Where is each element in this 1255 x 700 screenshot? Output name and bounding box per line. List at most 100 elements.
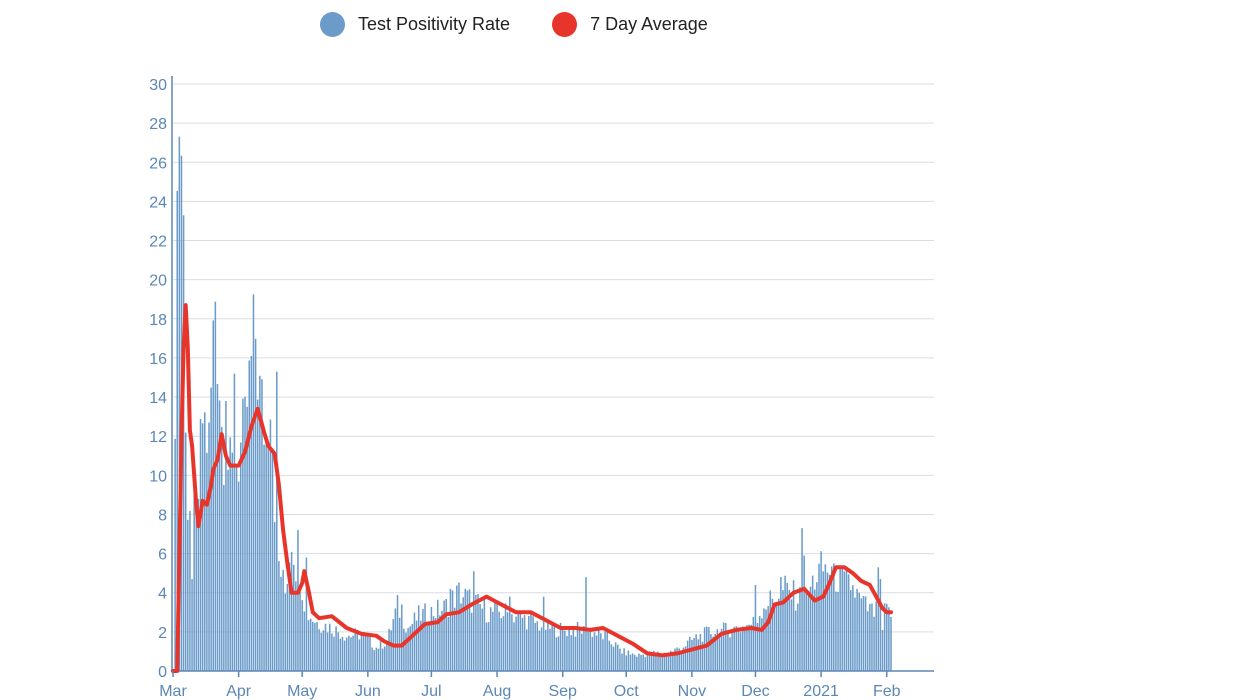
positivity-bar bbox=[324, 623, 327, 671]
positivity-bar bbox=[335, 626, 337, 671]
positivity-bar bbox=[386, 641, 388, 671]
positivity-bar bbox=[481, 608, 483, 671]
positivity-bar bbox=[689, 636, 691, 671]
positivity-bar bbox=[492, 611, 494, 671]
positivity-bar bbox=[280, 576, 282, 671]
positivity-bar bbox=[595, 635, 598, 671]
positivity-bar bbox=[568, 628, 570, 671]
positivity-bar bbox=[191, 579, 193, 671]
positivity-bar bbox=[254, 338, 257, 671]
positivity-bar bbox=[739, 632, 742, 671]
axes bbox=[171, 76, 934, 672]
positivity-bar bbox=[506, 612, 509, 671]
positivity-bar bbox=[612, 646, 615, 671]
positivity-bar bbox=[771, 598, 774, 671]
y-tick-label: 24 bbox=[149, 194, 167, 211]
positivity-bar bbox=[256, 399, 259, 671]
y-tick-label: 26 bbox=[149, 155, 167, 172]
positivity-bar bbox=[593, 632, 596, 671]
positivity-bar bbox=[439, 615, 441, 671]
positivity-bar bbox=[559, 622, 562, 671]
positivity-bar bbox=[354, 628, 356, 671]
positivity-bar bbox=[269, 419, 272, 671]
positivity-bar bbox=[216, 384, 219, 671]
positivity-bar bbox=[570, 635, 572, 671]
positivity-bar bbox=[803, 555, 805, 671]
positivity-bar bbox=[184, 432, 187, 671]
positivity-bar bbox=[246, 406, 248, 671]
positivity-bar bbox=[826, 572, 829, 671]
positivity-bar bbox=[758, 616, 761, 671]
positivity-bar bbox=[316, 621, 318, 671]
y-tick-label: 18 bbox=[149, 312, 167, 329]
positivity-bar bbox=[769, 590, 772, 671]
positivity-bar bbox=[833, 563, 835, 671]
positivity-bar bbox=[627, 650, 630, 671]
positivity-bar bbox=[705, 626, 708, 671]
positivity-bar bbox=[530, 614, 532, 671]
positivity-bar bbox=[835, 591, 837, 671]
y-tick-label: 22 bbox=[149, 234, 167, 251]
legend-item-test-positivity-rate[interactable]: Test Positivity Rate bbox=[320, 12, 510, 37]
legend-swatch-test-positivity-rate bbox=[320, 12, 345, 37]
positivity-bar bbox=[424, 603, 426, 671]
positivity-bar bbox=[235, 467, 238, 671]
positivity-bar bbox=[837, 592, 839, 671]
positivity-bar bbox=[756, 622, 759, 671]
legend-item-7-day-average[interactable]: 7 Day Average bbox=[552, 12, 708, 37]
positivity-bar bbox=[852, 585, 854, 671]
positivity-bar bbox=[447, 616, 450, 671]
positivity-bar bbox=[839, 567, 841, 671]
x-axis-tick-labels: Mar Apr May Jun Jul Aug Sep Oct Nov Dec 2021 Feb bbox=[159, 671, 901, 700]
positivity-bar bbox=[339, 638, 342, 671]
positivity-bar bbox=[538, 630, 541, 671]
positivity-bar bbox=[566, 635, 568, 671]
positivity-bar bbox=[773, 603, 776, 671]
positivity-bar bbox=[182, 215, 185, 671]
positivity-bar bbox=[284, 593, 287, 671]
positivity-bar bbox=[744, 630, 746, 671]
positivity-bar bbox=[701, 641, 704, 671]
positivity-bar bbox=[432, 616, 435, 671]
positivity-bar bbox=[441, 610, 443, 671]
positivity-bar bbox=[640, 654, 642, 671]
positivity-bar bbox=[525, 629, 528, 671]
positivity-bar bbox=[551, 625, 553, 671]
positivity-bar bbox=[875, 601, 877, 671]
positivity-bar bbox=[646, 653, 649, 671]
positivity-bar bbox=[362, 632, 365, 671]
positivity-bar bbox=[767, 606, 769, 671]
positivity-bar bbox=[250, 355, 253, 671]
positivity-bar bbox=[214, 301, 217, 671]
positivity-bar bbox=[333, 636, 335, 671]
positivity-bar bbox=[585, 577, 587, 671]
positivity-bar bbox=[777, 598, 780, 671]
positivity-bar bbox=[195, 516, 198, 671]
positivity-bar bbox=[259, 375, 261, 671]
positivity-bar bbox=[669, 650, 672, 671]
positivity-bar bbox=[557, 636, 560, 671]
positivity-bar bbox=[797, 603, 799, 671]
positivity-bar bbox=[485, 622, 488, 671]
positivity-bar bbox=[299, 592, 301, 671]
positivity-bar bbox=[780, 577, 782, 671]
positivity-bar bbox=[360, 633, 363, 671]
positivity-bar bbox=[381, 648, 384, 671]
positivity-bar bbox=[741, 626, 744, 671]
positivity-bar bbox=[672, 651, 674, 671]
y-tick-label: 12 bbox=[149, 429, 167, 446]
positivity-bar bbox=[248, 360, 251, 671]
positivity-bar bbox=[225, 400, 227, 671]
positivity-bar bbox=[449, 588, 452, 671]
positivity-bar bbox=[350, 637, 352, 671]
positivity-bar bbox=[305, 557, 308, 671]
positivity-bar bbox=[561, 626, 564, 671]
positivity-bar bbox=[816, 582, 818, 671]
positivity-bar bbox=[820, 551, 822, 671]
positivity-bar bbox=[655, 652, 657, 671]
positivity-bar bbox=[866, 611, 869, 671]
positivity-bar bbox=[210, 387, 212, 671]
positivity-bar bbox=[295, 581, 297, 671]
positivity-bar bbox=[466, 590, 469, 671]
